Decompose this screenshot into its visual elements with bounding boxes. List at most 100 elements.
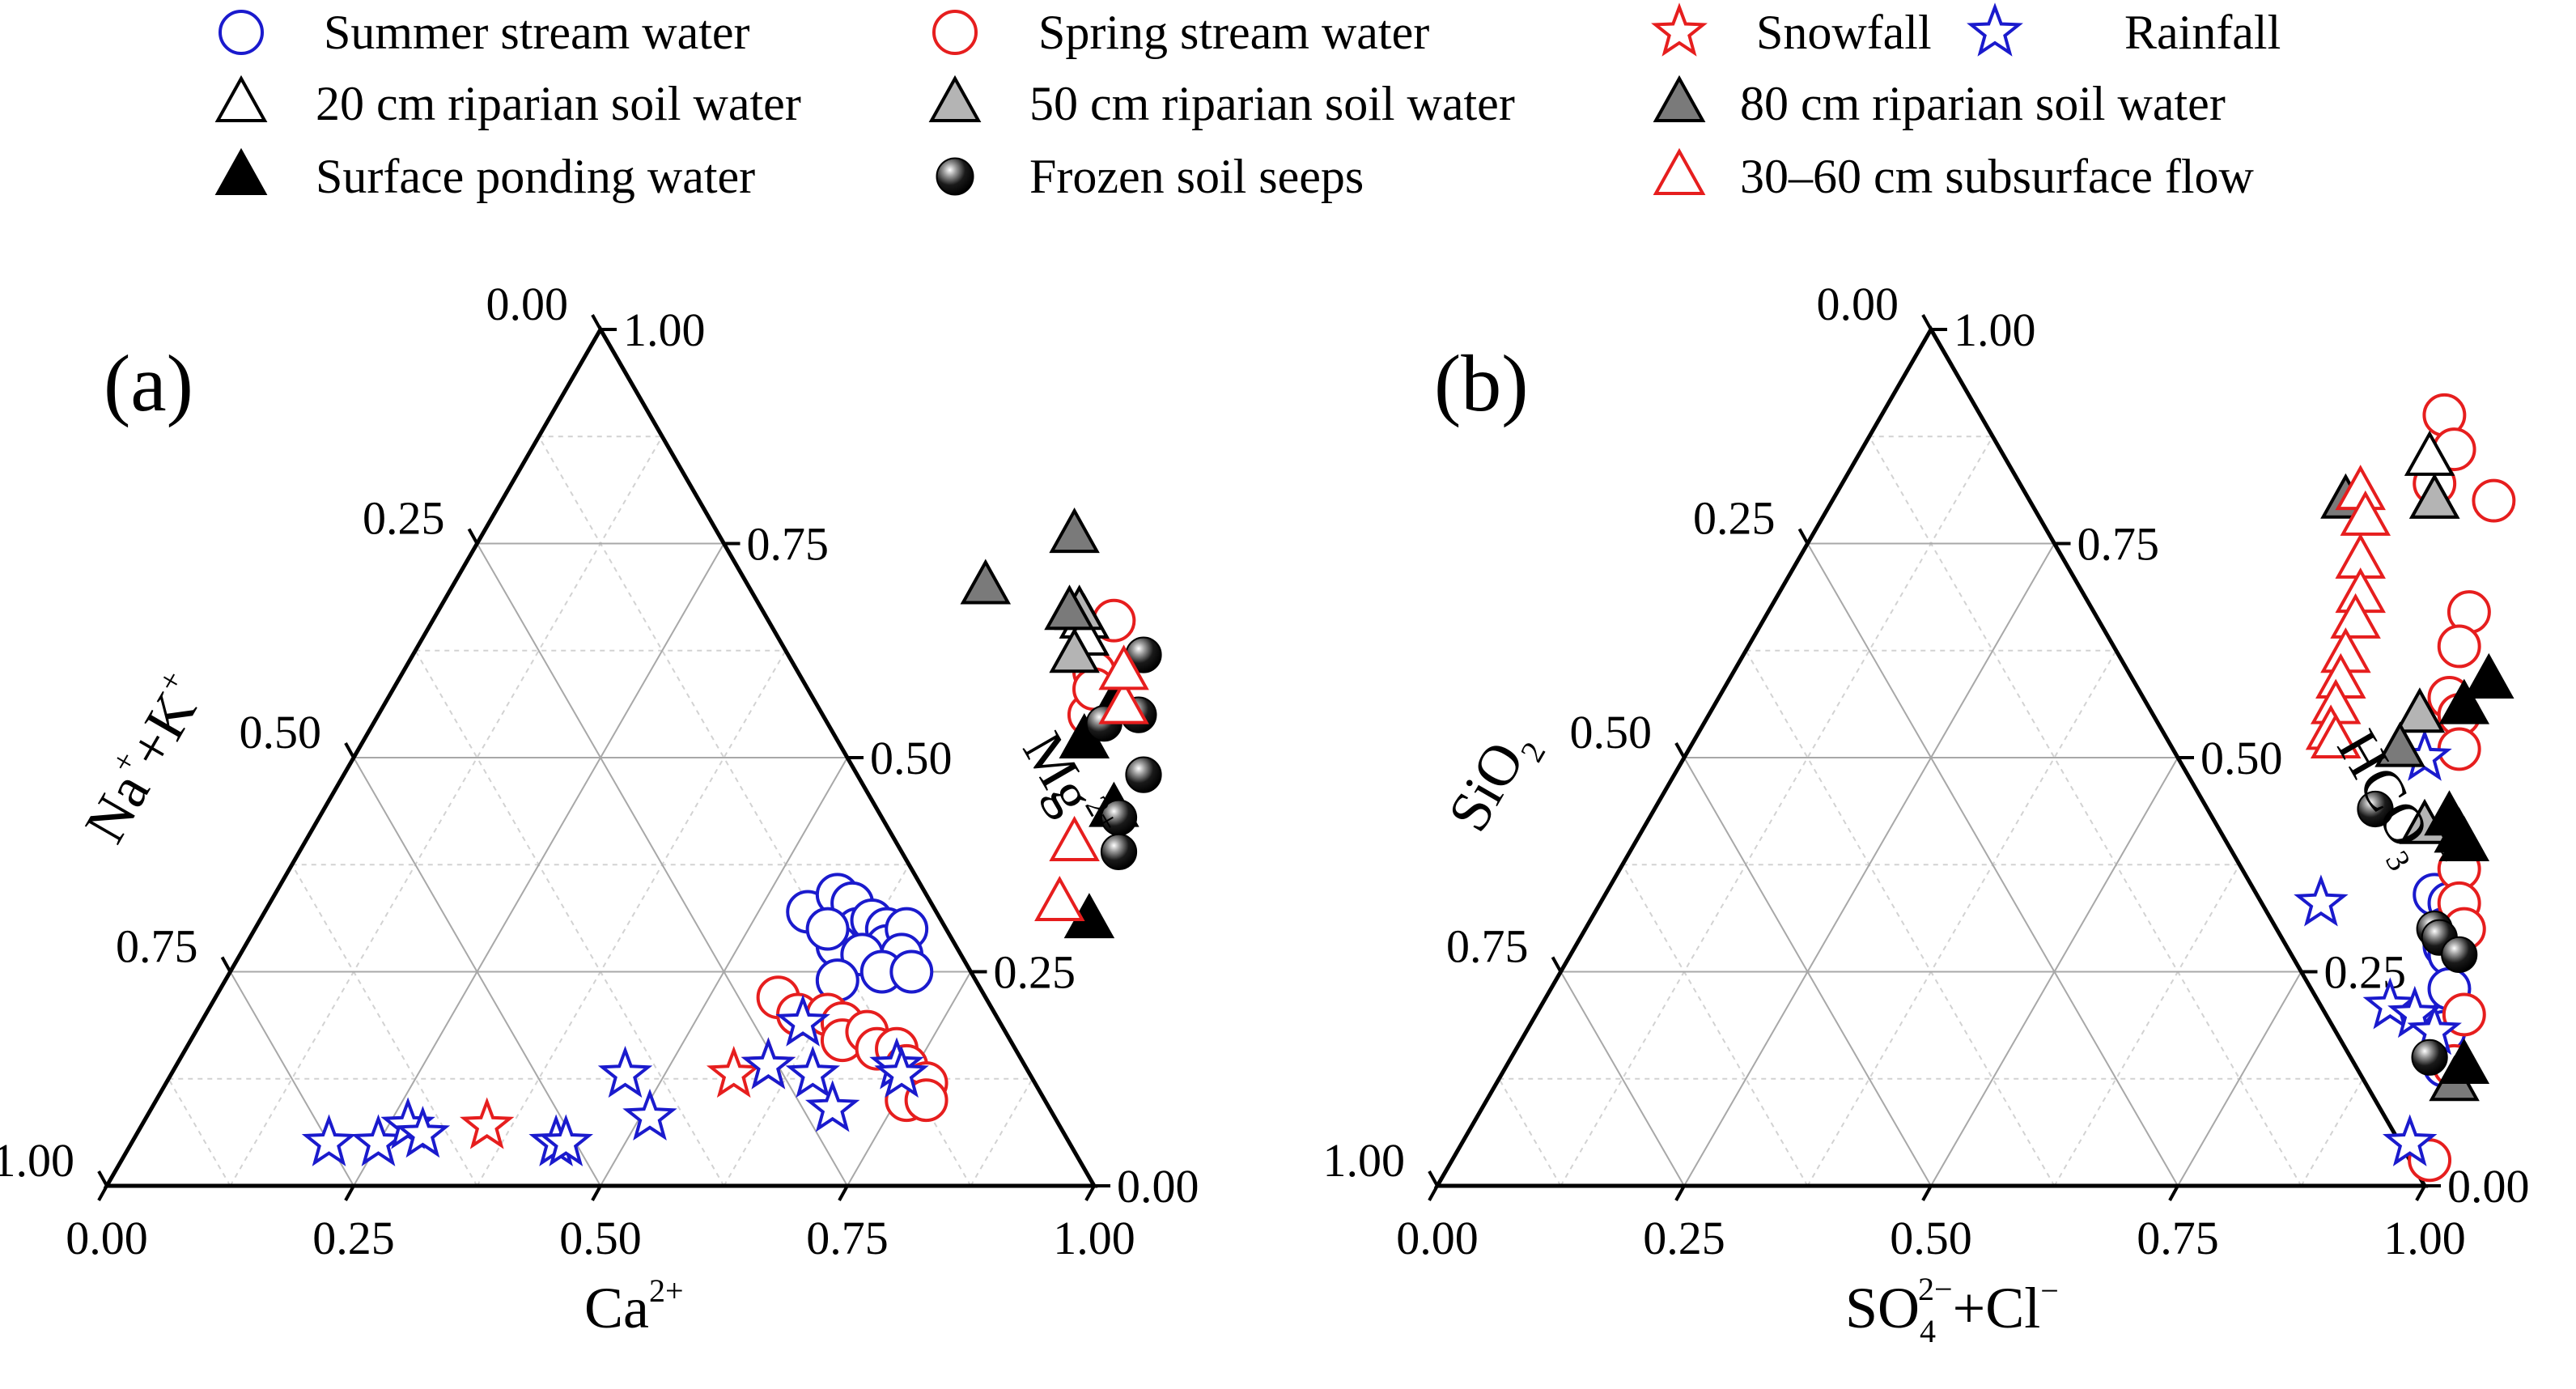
left-axis-title: SiO2 <box>1436 717 1553 847</box>
left-tick-label: 0.00 <box>1817 278 1899 330</box>
data-point-rainfall <box>804 1080 860 1132</box>
data-point-seeps <box>1100 833 1138 870</box>
panel-label: (a) <box>104 338 193 428</box>
bottom-axis-title-tail: +Cl <box>1953 1276 2041 1340</box>
bottom-tick-label: 0.00 <box>1396 1212 1479 1264</box>
legend-label-summer_stream: Summer stream water <box>324 6 750 59</box>
data-point-ponding <box>2464 652 2514 699</box>
left-tick-label: 0.75 <box>116 920 198 973</box>
data-point-subsurface <box>1098 678 1149 724</box>
right-tick-label: 0.00 <box>1117 1160 1199 1213</box>
data-point-snowfall <box>706 1045 762 1098</box>
minor-grid <box>1498 435 2364 1187</box>
data-point-seeps <box>2357 790 2394 828</box>
left-tick-label: 0.75 <box>1446 920 1529 973</box>
bottom-axis-title-sup: 2+ <box>649 1272 684 1309</box>
data-point-summer_stream <box>889 949 934 994</box>
data-point-rainfall <box>2362 977 2418 1030</box>
data-point-spring_stream <box>2472 478 2516 523</box>
legend-label-seeps: Frozen soil seeps <box>1029 150 1364 203</box>
data-point-soil80 <box>1044 584 1095 631</box>
legend-label-spring_stream: Spring stream water <box>1038 6 1429 59</box>
major-grid <box>1560 542 2302 1187</box>
bottom-tick-label: 0.75 <box>806 1212 889 1264</box>
data-point-rainfall <box>785 1045 841 1098</box>
legend-label-soil20: 20 cm riparian soil water <box>316 77 801 130</box>
right-tick-label: 0.50 <box>2200 732 2283 784</box>
data-point-spring_stream <box>2437 624 2481 669</box>
data-point-subsurface <box>2310 712 2362 758</box>
legend: Summer stream water Spring stream water Sn… <box>214 2 2281 203</box>
right-tick-label: 0.00 <box>2447 1160 2530 1213</box>
left-tick-label: 1.00 <box>0 1134 74 1187</box>
left-tick-label: 0.50 <box>1570 706 1653 758</box>
left-tick-label: 0.00 <box>486 278 569 330</box>
bottom-tick-label: 1.00 <box>2383 1212 2466 1264</box>
data-point-soil20 <box>2404 430 2455 476</box>
bottom-tick-label: 0.75 <box>2137 1212 2219 1264</box>
left-axis-title: Na++K+ <box>70 664 219 853</box>
data-point-ponding <box>2438 1039 2490 1085</box>
left-tick-label: 0.25 <box>363 492 445 545</box>
legend-marker-soil80 <box>1653 74 1706 122</box>
right-tick-label: 1.00 <box>623 304 706 356</box>
right-tick-label: 0.50 <box>870 732 953 784</box>
data-point-soil50 <box>2408 473 2460 519</box>
bottom-tick-label: 0.50 <box>559 1212 642 1264</box>
bottom-axis-title-tail-sup: − <box>2040 1272 2059 1309</box>
right-tick-label: 0.75 <box>2077 518 2160 571</box>
data-point-rainfall <box>538 1114 594 1166</box>
ternary-panel-a: 0.000.001.000.250.250.750.500.500.500.75… <box>0 278 1199 1340</box>
data-point-subsurface <box>2330 593 2381 639</box>
data-point-rainfall <box>775 994 830 1047</box>
right-tick-label: 0.75 <box>747 518 830 571</box>
data-point-rainfall <box>301 1114 357 1166</box>
legend-marker-rainfall <box>1967 2 2023 57</box>
data-point-ponding <box>2438 815 2490 861</box>
ternary-panel-b: 0.000.001.000.250.250.750.500.500.500.75… <box>1323 278 2530 1349</box>
data-points <box>301 508 1162 1166</box>
tick-marks <box>1428 314 2441 1201</box>
legend-marker-snowfall <box>1651 2 1708 57</box>
left-tick-label: 0.50 <box>240 706 322 758</box>
bottom-tick-label: 0.25 <box>312 1212 395 1264</box>
data-point-soil80 <box>1049 508 1100 554</box>
tick-marks <box>97 314 1110 1201</box>
bottom-axis-title: SO4 2−+Cl− <box>1845 1271 2059 1349</box>
left-tick-label: 1.00 <box>1323 1134 1406 1187</box>
legend-label-subsurface: 30–60 cm subsurface flow <box>1740 150 2255 203</box>
legend-marker-seeps <box>936 157 974 196</box>
right-tick-label: 1.00 <box>1954 304 2036 356</box>
bottom-axis-title-sub: 4 <box>1920 1313 1936 1349</box>
legend-marker-summer_stream <box>219 10 264 55</box>
legend-marker-soil50 <box>928 74 982 122</box>
data-point-seeps <box>2441 936 2478 973</box>
data-point-summer_stream <box>805 907 850 951</box>
data-point-rainfall <box>622 1088 677 1141</box>
bottom-tick-label: 0.00 <box>66 1212 148 1264</box>
bottom-tick-label: 0.50 <box>1890 1212 1972 1264</box>
data-point-subsurface <box>2340 490 2391 536</box>
left-axis-title-text: Na <box>72 762 162 853</box>
data-point-ponding <box>2438 678 2490 724</box>
data-point-subsurface <box>1098 644 1149 690</box>
right-tick-label: 0.25 <box>994 946 1076 999</box>
data-point-subsurface <box>1034 875 1085 922</box>
data-point-snowfall <box>459 1097 515 1149</box>
legend-marker-subsurface <box>1653 147 1706 195</box>
legend-label-soil50: 50 cm riparian soil water <box>1029 77 1515 130</box>
data-point-rainfall <box>2382 1114 2438 1166</box>
bottom-tick-label: 1.00 <box>1053 1212 1135 1264</box>
legend-marker-soil20 <box>214 74 268 122</box>
data-point-rainfall <box>597 1045 653 1098</box>
bottom-axis-title-sup: 2− <box>1918 1271 1953 1307</box>
bottom-axis-title-text: SO <box>1845 1276 1920 1340</box>
data-point-rainfall <box>874 1045 929 1098</box>
legend-label-ponding: Surface ponding water <box>316 150 755 203</box>
legend-label-rainfall: Rainfall <box>2124 6 2281 59</box>
legend-marker-spring_stream <box>932 10 978 55</box>
data-point-seeps <box>2411 1039 2448 1076</box>
legend-marker-ponding <box>214 147 268 195</box>
data-point-soil80 <box>960 559 1012 605</box>
